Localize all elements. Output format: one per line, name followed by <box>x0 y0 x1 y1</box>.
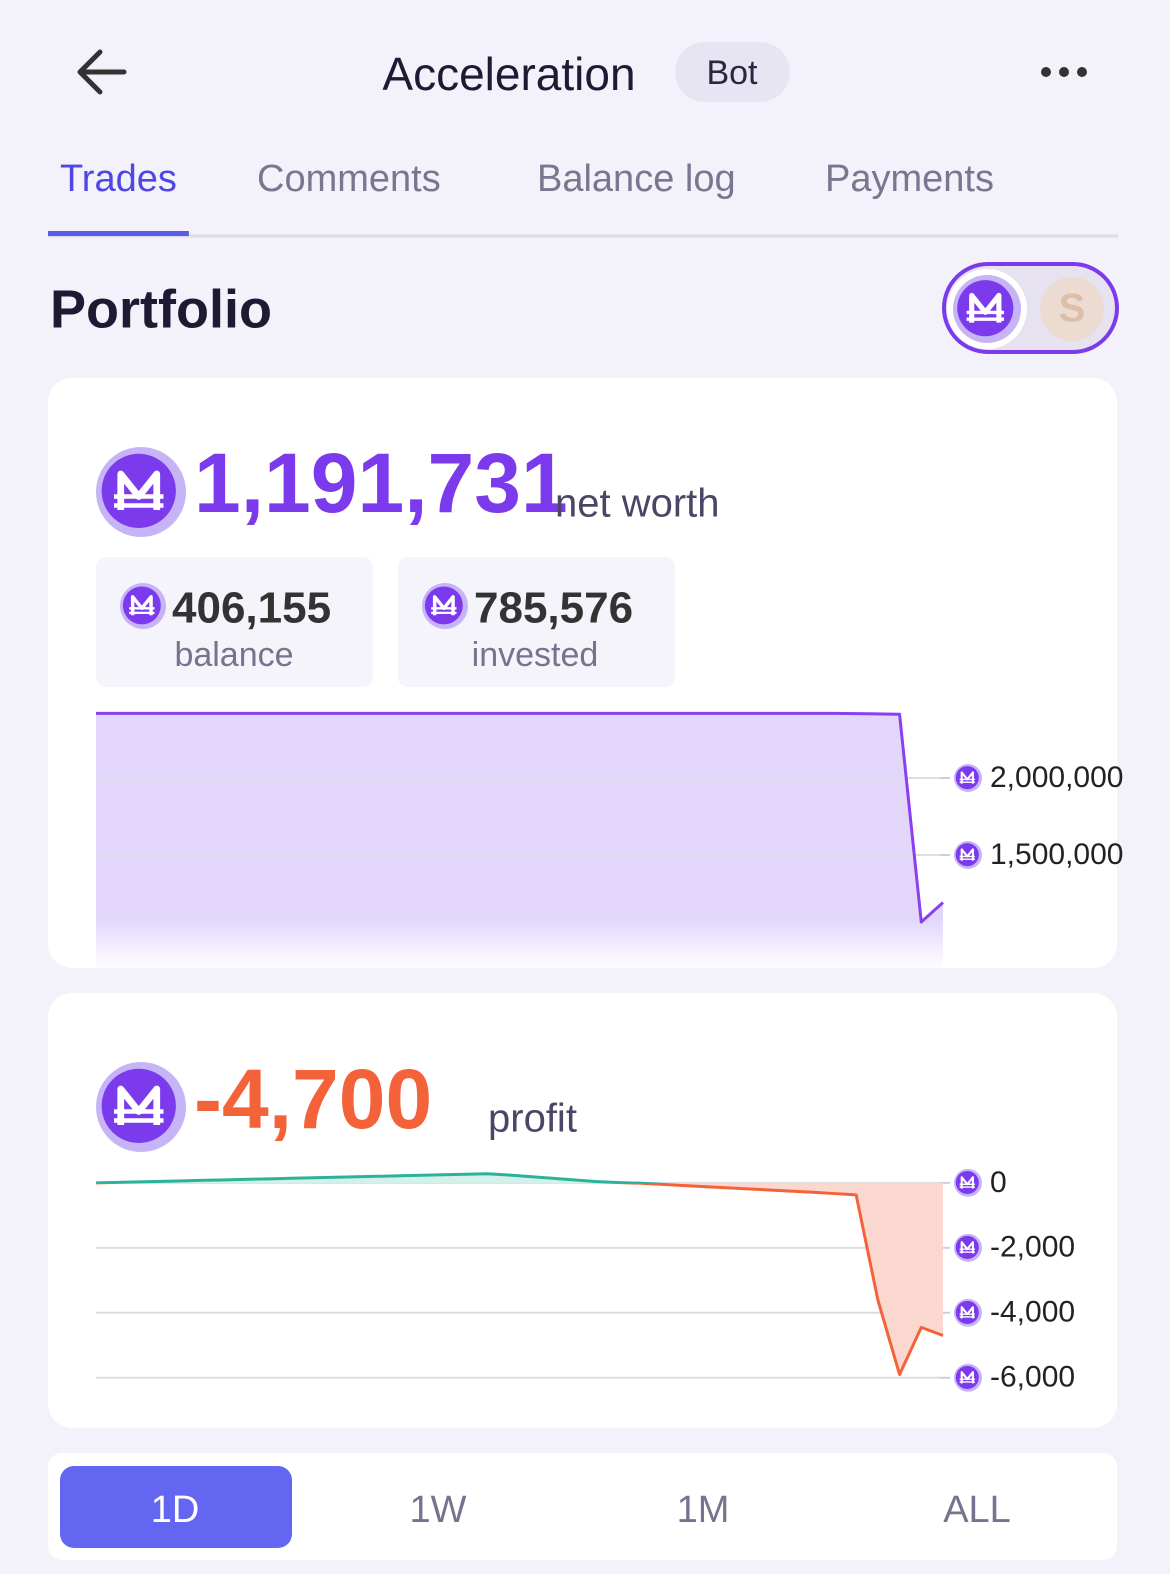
coin-icon <box>96 1062 186 1152</box>
tab[interactable]: Comments <box>257 158 441 200</box>
profit-card <box>48 993 1117 1428</box>
tab[interactable]: Trades <box>60 158 177 200</box>
tab-indicator <box>48 231 189 236</box>
range-bar <box>48 1453 1117 1560</box>
y-tick-label: -6,000 <box>990 1361 1075 1394</box>
back-button[interactable] <box>77 49 127 95</box>
svg-text:S: S <box>1059 287 1086 331</box>
profit-value: -4,700 <box>194 1052 432 1146</box>
tabs: Trades Comments Balance log Payments <box>48 158 994 236</box>
profit-chart: 0 -2,000 -4,000 -6,000 <box>95 1166 1075 1394</box>
coin-icon <box>96 447 186 537</box>
coin-icon <box>954 1233 982 1262</box>
page-title: Acceleration <box>382 48 635 100</box>
net-worth-ticks: 2,000,000 1,500,000 <box>940 761 1123 871</box>
y-tick-label: 2,000,000 <box>990 761 1123 794</box>
coin-icon <box>954 1363 982 1392</box>
line <box>95 1172 944 1377</box>
y-tick-label: -2,000 <box>990 1231 1075 1264</box>
y-tick-label: -4,000 <box>990 1296 1075 1329</box>
range-button[interactable]: ALL <box>943 1489 1011 1531</box>
coin-icon <box>954 1168 982 1197</box>
badge: Bot <box>706 54 758 92</box>
balance-value: 406,155 <box>172 584 331 633</box>
invested-value: 785,576 <box>474 584 633 633</box>
currency-toggle[interactable]: S <box>942 262 1119 354</box>
coin-icon <box>954 764 982 792</box>
line <box>96 711 945 924</box>
balance-box <box>96 557 373 687</box>
area <box>96 713 943 968</box>
coin-icon <box>422 583 468 629</box>
coin-icon <box>954 1298 982 1327</box>
area <box>96 1173 943 1375</box>
net-worth-chart <box>96 711 945 968</box>
balance-label: balance <box>174 636 293 674</box>
range-button[interactable]: 1W <box>410 1489 467 1531</box>
tab[interactable]: Payments <box>825 158 994 200</box>
range-button[interactable]: 1D <box>151 1489 200 1531</box>
coin-icon <box>120 583 166 629</box>
net-worth-label: net worth <box>555 482 720 526</box>
range-button-active[interactable] <box>60 1466 292 1548</box>
range-selector: 1D 1W 1M ALL <box>60 1466 1011 1548</box>
y-tick-label: 1,500,000 <box>990 838 1123 871</box>
coin-icon <box>954 841 982 869</box>
badge-bg <box>675 42 790 102</box>
net-worth-value: 1,191,731 <box>194 436 568 530</box>
profit-label: profit <box>488 1097 577 1141</box>
section-title: Portfolio <box>50 279 272 339</box>
y-tick-label: 0 <box>990 1166 1007 1199</box>
range-button[interactable]: 1M <box>677 1489 730 1531</box>
invested-label: invested <box>472 636 599 674</box>
tab[interactable]: Balance log <box>537 158 736 200</box>
more-button[interactable] <box>1041 67 1087 77</box>
invested-box <box>398 557 675 687</box>
